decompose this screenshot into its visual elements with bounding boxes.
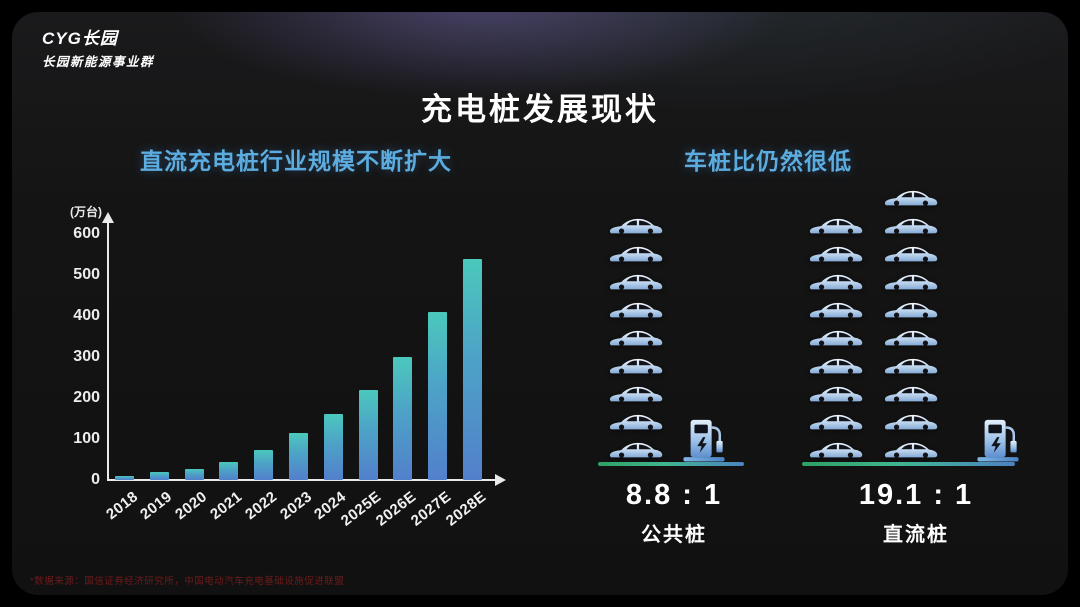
chart-plot — [60, 195, 528, 480]
y-axis-unit-label: (万台) — [70, 205, 102, 219]
car-icon — [609, 358, 663, 374]
bar-2028E — [463, 258, 482, 480]
ratio-group-dc-piles: 19.1 : 1 直流桩 — [802, 185, 1030, 555]
car-icon — [809, 302, 863, 318]
car-icon — [884, 442, 938, 458]
car-icon — [609, 414, 663, 430]
car-icon — [884, 358, 938, 374]
car-icon — [609, 302, 663, 318]
slide: CYG长园 长园新能源事业群 充电桩发展现状 直流充电桩行业规模不断扩大 车桩比… — [12, 12, 1068, 595]
bar-2027E — [428, 311, 448, 480]
bar-2018 — [115, 475, 134, 480]
left-section-title: 直流充电桩行业规模不断扩大 — [140, 148, 452, 174]
bar-2022 — [254, 450, 274, 480]
x-axis-arrow-icon — [495, 474, 506, 486]
bar-2025E — [358, 389, 378, 480]
bar-chart: (万台) 0 100 200 300 400 500 600 2018 2019 2020 202… — [60, 195, 528, 547]
bar-2019 — [149, 471, 169, 480]
bar-2020 — [184, 468, 204, 480]
y-tick-100: 100 — [73, 430, 100, 447]
ratio-group-public-piles: 8.8 : 1 公共桩 — [596, 185, 752, 555]
car-icon — [809, 218, 863, 234]
car-icon — [809, 274, 863, 290]
car-icon — [609, 442, 663, 458]
car-icon — [809, 246, 863, 262]
y-tick-400: 400 — [73, 307, 100, 324]
page-title: 充电桩发展现状 — [421, 92, 659, 127]
data-source-footnote: *数据来源：国信证券经济研究所，中国电动汽车充电基础设施促进联盟 — [30, 576, 345, 587]
y-axis-line — [107, 223, 109, 481]
car-icon — [809, 414, 863, 430]
logo-division: 长园新能源事业群 — [42, 55, 155, 69]
car-icon — [609, 218, 663, 234]
y-tick-200: 200 — [73, 389, 100, 406]
ratio-value: 19.1 : 1 — [858, 479, 974, 511]
bar-2024 — [323, 414, 343, 480]
car-icon — [609, 274, 663, 290]
ratio-label: 直流桩 — [883, 524, 949, 546]
bar-2021 — [219, 461, 239, 480]
y-tick-300: 300 — [73, 348, 100, 365]
logo-brand: CYG长园 — [42, 29, 118, 48]
charging-pile-icon — [683, 419, 725, 462]
x-axis-line — [107, 479, 497, 481]
y-axis-arrow-icon — [102, 212, 114, 223]
car-icon — [884, 274, 938, 290]
car-icon — [609, 330, 663, 346]
group-baseline — [598, 462, 744, 466]
y-tick-600: 600 — [73, 225, 100, 242]
logo: CYG长园 长园新能源事业群 — [42, 24, 154, 70]
car-icon — [809, 386, 863, 402]
car-icon — [884, 386, 938, 402]
right-section-title: 车桩比仍然很低 — [684, 148, 852, 174]
bar-2023 — [289, 432, 308, 480]
car-icon — [884, 414, 938, 430]
car-column — [808, 214, 864, 460]
car-icon — [809, 358, 863, 374]
y-tick-0: 0 — [91, 471, 100, 488]
car-column — [608, 214, 664, 460]
car-icon — [884, 218, 938, 234]
group-baseline — [802, 462, 1015, 466]
car-icon — [884, 330, 938, 346]
car-icon — [609, 246, 663, 262]
car-icon — [884, 302, 938, 318]
bar-2026E — [393, 357, 413, 480]
car-icon — [609, 386, 663, 402]
car-icon — [884, 246, 938, 262]
ratio-value: 8.8 : 1 — [625, 479, 723, 511]
charging-pile-icon — [977, 419, 1019, 462]
y-tick-500: 500 — [73, 266, 100, 283]
car-icon — [809, 442, 863, 458]
ratio-label: 公共桩 — [641, 524, 707, 546]
car-column — [883, 186, 939, 460]
car-icon — [884, 190, 938, 206]
car-icon — [809, 330, 863, 346]
